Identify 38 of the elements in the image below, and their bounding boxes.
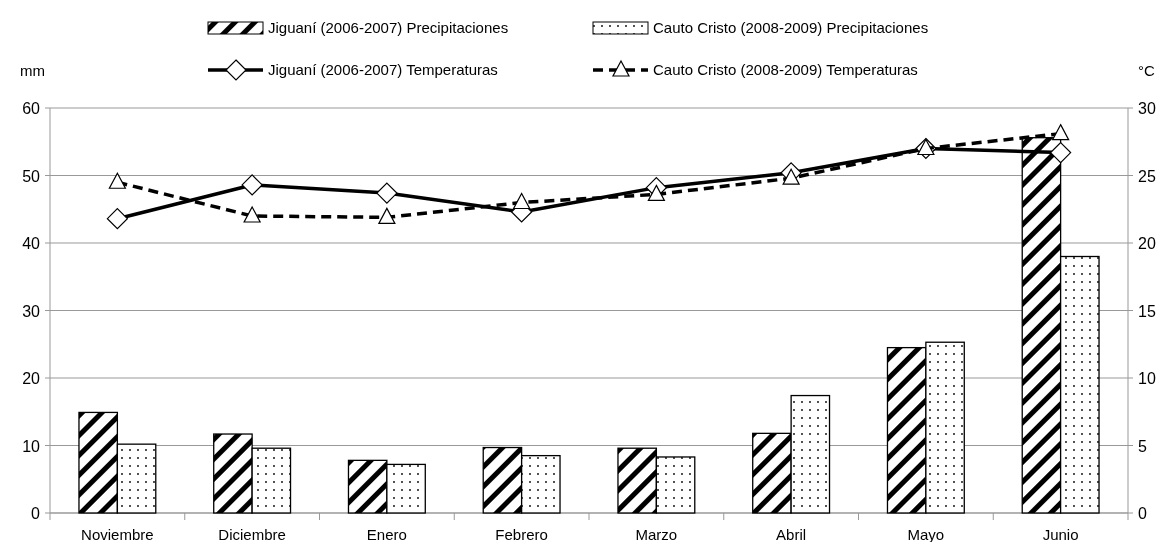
point	[1052, 124, 1070, 141]
y2-tick-label: 25	[1138, 167, 1156, 185]
point	[513, 192, 531, 210]
y-tick-label: 40	[22, 235, 41, 252]
y-tick-label: 30	[22, 302, 41, 320]
y-tick-label: 0	[31, 505, 41, 522]
point	[108, 172, 126, 189]
x-tick-label: Noviembre	[81, 526, 154, 543]
point	[782, 168, 800, 185]
x-tick-label: Febrero	[495, 526, 548, 543]
y2-axis-title: °C	[1138, 62, 1155, 79]
point	[1050, 141, 1072, 164]
y-axis-title: mm	[20, 62, 45, 79]
x-tick-label: Diciembre	[218, 526, 286, 543]
y-tick-label: 20	[22, 370, 41, 387]
y2-tick-label: 30	[1138, 100, 1156, 117]
point	[376, 182, 398, 204]
point	[106, 208, 128, 230]
y-tick-label: 50	[22, 167, 41, 185]
legend-label: Jiguaní (2006-2007) Precipitaciones	[268, 19, 509, 36]
y-tick-label: 60	[22, 100, 41, 117]
y2-tick-label: 10	[1138, 370, 1156, 387]
y2-tick-label: 5	[1138, 437, 1147, 455]
y2-tick-label: 20	[1138, 235, 1156, 252]
x-tick-label: Marzo	[635, 526, 678, 543]
y2-tick-label: 0	[1138, 505, 1147, 522]
point	[241, 174, 263, 196]
legend-label: Cauto Cristo (2008-2009) Precipitaciones	[653, 19, 929, 36]
x-tick-label: Junio	[1042, 526, 1079, 543]
point	[243, 206, 261, 223]
x-tick-label: Enero	[366, 526, 407, 543]
x-tick-label: Abril	[776, 526, 807, 543]
legend-label: Cauto Cristo (2008-2009) Temperaturas	[653, 61, 918, 78]
y2-tick-label: 15	[1138, 302, 1156, 320]
y-tick-label: 10	[22, 437, 41, 455]
point	[378, 207, 396, 224]
legend-label: Jiguaní (2006-2007) Temperaturas	[268, 61, 498, 78]
point	[647, 184, 665, 201]
